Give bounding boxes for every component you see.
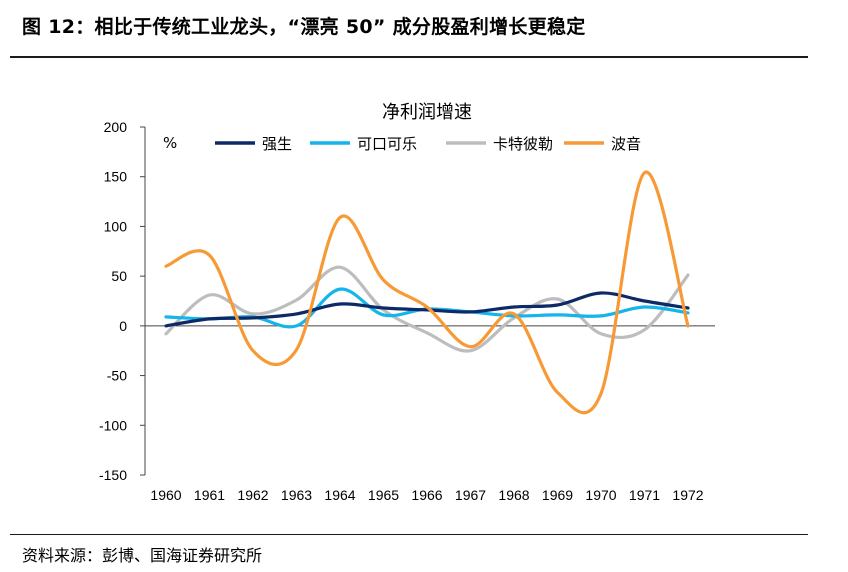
y-tick-label: 100 bbox=[104, 218, 128, 234]
x-tick-label: 1965 bbox=[368, 487, 399, 503]
y-tick-label: 150 bbox=[104, 169, 128, 185]
y-tick-label: -50 bbox=[107, 368, 127, 384]
y-tick-label: 0 bbox=[119, 318, 127, 334]
legend-label: 波音 bbox=[611, 135, 641, 153]
legend-label: 强生 bbox=[262, 135, 292, 153]
x-tick-label: 1964 bbox=[324, 487, 355, 503]
chart-title: 净利润增速 bbox=[382, 102, 472, 123]
x-tick-label: 1967 bbox=[455, 487, 486, 503]
legend-label: 可口可乐 bbox=[357, 135, 417, 153]
series-lines bbox=[164, 170, 690, 415]
x-tick-label: 1960 bbox=[150, 487, 181, 503]
top-divider bbox=[10, 56, 808, 58]
source-note: 资料来源：彭博、国海证券研究所 bbox=[22, 546, 263, 565]
axes: 200 150 100 50 0 -50 -100 -150 1960 1961 1962 1963 1… bbox=[99, 119, 715, 503]
x-tick-label: 1970 bbox=[585, 487, 616, 503]
x-tick-label: 1962 bbox=[237, 487, 268, 503]
x-tick-label: 1961 bbox=[194, 487, 225, 503]
x-tick-label: 1968 bbox=[498, 487, 529, 503]
bottom-divider bbox=[10, 534, 808, 535]
x-tick-label: 1972 bbox=[672, 487, 703, 503]
x-tick-label: 1969 bbox=[542, 487, 573, 503]
series-line-1 bbox=[164, 291, 690, 328]
y-axis-unit-label: % bbox=[163, 134, 177, 152]
legend-label: 卡特彼勒 bbox=[493, 135, 553, 153]
y-tick-label: 50 bbox=[111, 268, 127, 284]
x-tick-label: 1963 bbox=[281, 487, 312, 503]
figure-title: 图 12：相比于传统工业龙头，“漂亮 50” 成分股盈利增长更稳定 bbox=[22, 16, 586, 38]
legend: 强生 可口可乐 卡特彼勒 波音 bbox=[215, 135, 641, 153]
x-tick-label: 1971 bbox=[629, 487, 660, 503]
y-tick-label: 200 bbox=[104, 119, 128, 135]
y-tick-label: -100 bbox=[99, 417, 127, 433]
x-tick-label: 1966 bbox=[411, 487, 442, 503]
series-line-4 bbox=[164, 170, 690, 415]
y-tick-label: -150 bbox=[99, 467, 127, 483]
series-line-3 bbox=[164, 265, 690, 353]
